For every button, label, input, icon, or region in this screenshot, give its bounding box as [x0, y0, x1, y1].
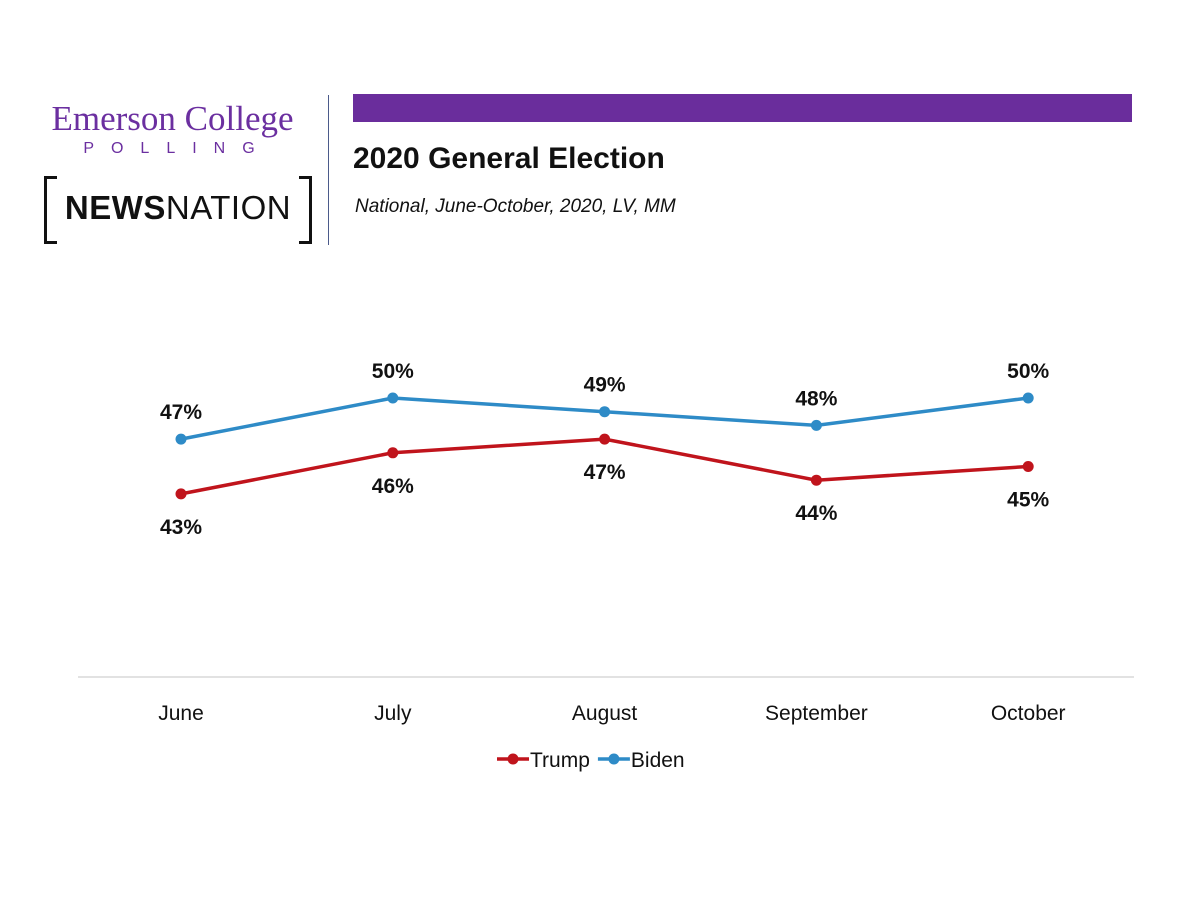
data-label-biden: 49% — [584, 374, 626, 397]
legend-label-biden: Biden — [631, 749, 685, 772]
data-point-biden — [1022, 392, 1034, 404]
emerson-college-logo: Emerson College — [51, 99, 294, 138]
x-tick-label: October — [991, 702, 1066, 725]
data-label-trump: 43% — [160, 516, 202, 539]
x-tick-label: June — [158, 702, 204, 725]
data-label-trump: 44% — [795, 502, 837, 525]
data-label-trump: 46% — [372, 475, 414, 498]
data-label-biden: 50% — [372, 360, 414, 383]
logo-nation: NATION — [165, 189, 292, 226]
data-point-biden — [175, 433, 187, 445]
newsnation-logo: NEWSNATION — [44, 176, 312, 244]
data-label-biden: 50% — [1007, 360, 1049, 383]
data-point-trump — [175, 488, 187, 500]
data-point-trump — [387, 447, 399, 459]
logo-bracket-left — [44, 176, 57, 244]
legend-label-trump: Trump — [530, 749, 590, 772]
data-point-trump — [1022, 461, 1034, 472]
data-label-biden: 48% — [795, 387, 837, 410]
header-divider — [328, 95, 329, 245]
data-label-biden: 47% — [160, 401, 202, 424]
logo-news: NEWS — [64, 189, 166, 226]
x-tick-label: September — [765, 702, 868, 725]
legend-marker-trump — [507, 753, 519, 765]
data-point-biden — [599, 406, 611, 418]
page-subtitle: National, June-October, 2020, LV, MM — [355, 196, 676, 217]
accent-bar — [353, 94, 1132, 122]
data-label-trump: 45% — [1007, 489, 1049, 512]
data-point-biden — [810, 419, 822, 431]
data-point-biden — [387, 392, 399, 404]
data-point-trump — [810, 474, 822, 486]
data-point-trump — [599, 433, 611, 445]
series-line-biden — [180, 396, 1029, 441]
polling-logo-text: POLLING — [83, 140, 272, 157]
x-tick-label: August — [572, 702, 638, 725]
data-label-trump: 47% — [584, 461, 626, 484]
page-title: 2020 General Election — [353, 142, 665, 175]
x-tick-label: July — [374, 702, 412, 725]
legend-marker-biden — [608, 753, 620, 765]
logo-bracket-right — [299, 176, 312, 244]
